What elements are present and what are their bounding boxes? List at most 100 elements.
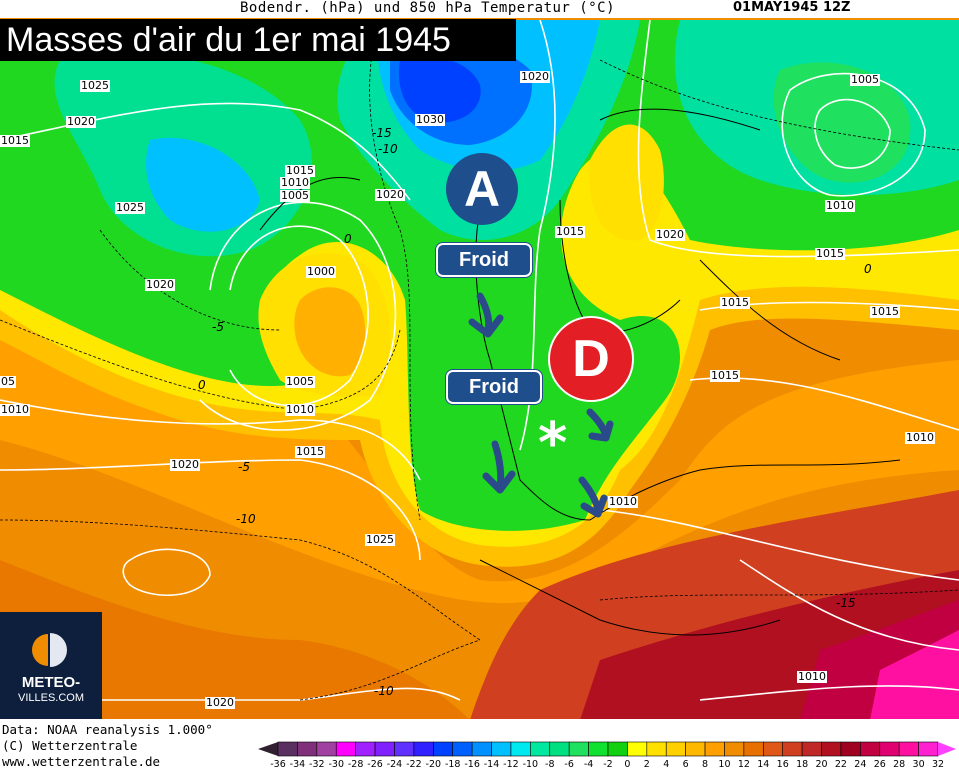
isotherms <box>0 19 959 701</box>
legend-swatch <box>413 741 434 757</box>
isobar-label: 1030 <box>415 113 445 126</box>
low-pressure-marker: D <box>548 316 634 402</box>
legend-swatch <box>471 741 492 757</box>
copyright: (C) Wetterzentrale <box>2 738 138 753</box>
isobar-label: 1020 <box>170 458 200 471</box>
source-url[interactable]: www.wetterzentrale.de <box>2 754 161 769</box>
asterisk-marker: * <box>538 411 568 476</box>
isobar-label: 1010 <box>608 495 638 508</box>
isobar-label: 1025 <box>365 533 395 546</box>
low-pressure-label: D <box>572 330 610 388</box>
legend-swatch <box>724 741 745 757</box>
legend-swatch <box>452 741 473 757</box>
legend-tick-label: 8 <box>702 759 708 770</box>
high-pressure-marker: A <box>446 153 518 225</box>
legend-tick-label: 6 <box>683 759 689 770</box>
isotherm-label: -15 <box>836 596 856 610</box>
legend-swatch <box>394 741 415 757</box>
isobar-label: 1020 <box>520 70 550 83</box>
legend-tick-label: 20 <box>815 759 827 770</box>
isobar-label: 1005 <box>850 73 880 86</box>
legend-tick-label: -14 <box>484 759 500 770</box>
meteo-villes-logo: METEO- VILLES.COM <box>0 612 102 719</box>
legend-swatch <box>821 741 842 757</box>
isobar-label: 1025 <box>80 79 110 92</box>
legend-swatch <box>898 741 919 757</box>
isotherm-label: -10 <box>378 142 398 156</box>
legend-tick-label: -22 <box>406 759 422 770</box>
legend-tick-label: -28 <box>348 759 364 770</box>
temperature-field <box>0 18 959 719</box>
isobar-label: 1020 <box>655 228 685 241</box>
field-cyan-greenland <box>146 138 260 232</box>
legend-swatch <box>607 741 628 757</box>
chart-title: Bodendr. (hPa) und 850 hPa Temperatur (°… <box>240 0 616 16</box>
isobar-label: 1015 <box>720 296 750 309</box>
isobar-label: 1020 <box>66 115 96 128</box>
isobar-label: 1015 <box>555 225 585 238</box>
isobar-label: 1015 <box>815 247 845 260</box>
isobar-label: 1010 <box>280 176 310 189</box>
isobar-label: 1005 <box>280 189 310 202</box>
legend-swatch <box>335 741 356 757</box>
high-pressure-label: A <box>463 161 501 217</box>
isotherm-label: -5 <box>212 320 224 334</box>
legend-tick-label: 32 <box>932 759 944 770</box>
isobar-label: 1010 <box>905 431 935 444</box>
isotherm-label: 0 <box>198 378 206 392</box>
legend-swatch <box>549 741 570 757</box>
isobar-label: 1015 <box>0 134 30 147</box>
legend-tick-label: -8 <box>545 759 554 770</box>
isotherm-label: 0 <box>864 262 872 276</box>
field-hook-orange <box>294 287 366 377</box>
legend-tick-label: -24 <box>387 759 403 770</box>
logo-moon-icon <box>32 633 67 667</box>
legend-tick-label: 2 <box>644 759 650 770</box>
legend-tick-label: -4 <box>584 759 593 770</box>
legend-tick-label: 22 <box>835 759 847 770</box>
legend-swatch <box>530 741 551 757</box>
isobar-label: 1015 <box>710 369 740 382</box>
legend-swatch <box>918 741 939 757</box>
legend-swatch <box>840 741 861 757</box>
chart-header: Bodendr. (hPa) und 850 hPa Temperatur (°… <box>0 0 959 18</box>
legend-swatch <box>432 741 454 757</box>
legend-swatch <box>762 741 784 757</box>
legend-swatch <box>879 741 900 757</box>
legend-tick-label: -36 <box>270 759 286 770</box>
legend-below-arrow <box>258 742 278 756</box>
legend-swatch <box>568 741 589 757</box>
legend-tick-label: 26 <box>874 759 886 770</box>
legend-swatch <box>297 741 318 757</box>
legend-tick-label: -32 <box>309 759 325 770</box>
legend-swatch <box>355 741 376 757</box>
isobar-label: 1010 <box>825 199 855 212</box>
legend-tick-label: -16 <box>464 759 480 770</box>
isobar-label: 1010 <box>285 403 315 416</box>
data-source: Data: NOAA reanalysis 1.000° <box>2 722 213 737</box>
legend-swatch <box>704 741 725 757</box>
legend-swatch <box>316 741 337 757</box>
legend-tick-label: -30 <box>328 759 344 770</box>
isobar-label: 1005 <box>285 375 315 388</box>
isotherm-label: -5 <box>238 460 250 474</box>
legend-swatch <box>782 741 803 757</box>
legend-tick-label: -26 <box>367 759 383 770</box>
field-dark-orange <box>0 560 469 719</box>
legend-swatch <box>665 741 686 757</box>
legend-tick-label: 18 <box>796 759 808 770</box>
legend-swatch <box>801 741 822 757</box>
weather-map: 1025 1020 1015 1025 1020 1015 1010 1005 1020 1000… <box>0 18 959 719</box>
legend-swatch <box>588 741 609 757</box>
isotherm-label: -15 <box>372 126 392 140</box>
logo-text-line1: METEO- <box>21 674 81 691</box>
legend-swatch <box>860 741 881 757</box>
legend-tick-label: 16 <box>777 759 789 770</box>
legend-tick-label: 4 <box>663 759 669 770</box>
legend-tick-label: -10 <box>523 759 539 770</box>
isobar-label: 1015 <box>285 164 315 177</box>
isobar-label: 1000 <box>306 265 336 278</box>
footer: Data: NOAA reanalysis 1.000° (C) Wetterz… <box>0 720 959 770</box>
cold-air-label: Froid <box>436 243 532 277</box>
legend-tick-label: -20 <box>426 759 442 770</box>
